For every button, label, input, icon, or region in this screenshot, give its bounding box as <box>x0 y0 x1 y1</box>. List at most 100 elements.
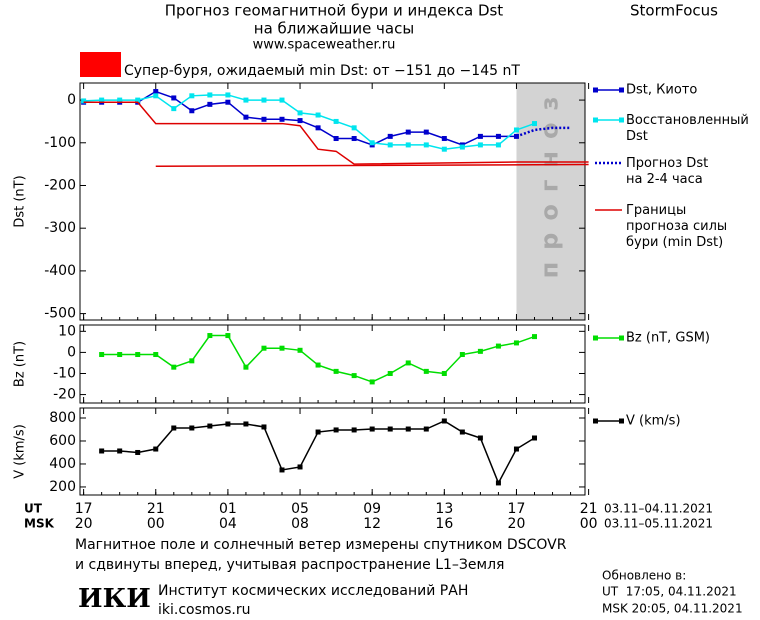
updated-ut: UT 17:05, 04.11.2021 <box>602 585 737 599</box>
y-tick-label: 600 <box>49 433 76 449</box>
marker <box>207 423 213 429</box>
brand: StormFocus <box>630 2 718 20</box>
marker <box>135 449 141 455</box>
y-tick-label: -100 <box>44 135 76 151</box>
y-axis-label: Bz (nT) <box>13 341 28 387</box>
marker <box>513 446 519 452</box>
y-tick-label: 10 <box>58 323 76 339</box>
marker <box>513 340 519 346</box>
marker <box>532 435 537 441</box>
legend-label: Dst, Киото <box>626 83 697 98</box>
marker <box>99 352 105 358</box>
legend-marker <box>593 87 598 93</box>
legend-label: Границы прогноза силы бури (min Dst) <box>626 203 727 250</box>
marker <box>351 427 357 433</box>
legend-marker <box>619 418 624 424</box>
x-axis-label: UT <box>24 502 43 516</box>
marker <box>459 429 465 435</box>
marker <box>279 345 285 351</box>
legend-marker <box>593 418 598 424</box>
marker <box>243 114 249 120</box>
x-axis-label: MSK <box>24 517 55 531</box>
plot-frame <box>79 324 586 404</box>
marker <box>351 373 357 379</box>
x-tick-label-msk: 12 <box>363 516 381 532</box>
marker <box>423 368 429 374</box>
marker <box>405 129 411 135</box>
marker <box>387 370 393 376</box>
marker <box>297 118 303 124</box>
marker <box>495 142 501 148</box>
x-tick-label: 05 <box>291 501 309 517</box>
marker <box>153 93 159 99</box>
marker <box>369 140 375 146</box>
storm-swatch <box>80 52 121 77</box>
marker <box>369 426 375 432</box>
marker <box>441 146 447 152</box>
marker <box>189 93 195 99</box>
marker <box>351 136 357 142</box>
marker <box>477 435 483 441</box>
marker <box>477 142 483 148</box>
marker <box>387 133 393 139</box>
y-tick-label: -200 <box>44 177 76 193</box>
marker <box>495 480 501 486</box>
marker <box>279 97 285 103</box>
marker <box>477 133 483 139</box>
title: Прогноз геомагнитной бури и индекса Dst <box>165 2 504 20</box>
x-tick-label: 01 <box>219 501 237 517</box>
marker <box>135 97 141 103</box>
marker <box>261 97 267 103</box>
institute: Институт космических исследований РАН <box>158 583 468 599</box>
marker <box>387 426 393 432</box>
marker <box>351 125 357 131</box>
marker <box>171 425 177 431</box>
legend-label: Bz (nT, GSM) <box>626 331 710 346</box>
marker <box>99 448 105 454</box>
marker <box>117 97 123 103</box>
footer-note: и сдвинуты вперед, учитывая распростране… <box>75 557 504 573</box>
marker <box>369 379 375 385</box>
marker <box>189 358 195 364</box>
marker <box>261 345 267 351</box>
x-tick-label-msk: 00 <box>147 516 165 532</box>
marker <box>297 347 303 353</box>
marker <box>261 424 267 430</box>
x-tick-label: 17 <box>508 501 526 517</box>
y-tick-label: 400 <box>49 456 76 472</box>
marker <box>189 425 195 431</box>
marker <box>477 348 483 354</box>
marker <box>405 360 411 366</box>
x-tick-label-msk: 04 <box>219 516 237 532</box>
date-range: 03.11–04.11.2021 <box>604 502 713 516</box>
marker <box>333 118 339 124</box>
institute-site: iki.cosmos.ru <box>158 602 250 618</box>
marker <box>387 142 393 148</box>
footer-note: Магнитное поле и солнечный ветер измерен… <box>75 537 567 553</box>
marker <box>243 97 249 103</box>
marker <box>171 364 177 370</box>
marker <box>315 112 321 118</box>
marker <box>513 127 519 133</box>
forecast-label: прогноз <box>536 85 564 279</box>
x-tick-label-msk: 20 <box>75 516 93 532</box>
x-tick-label-msk: 20 <box>508 516 526 532</box>
legend-marker <box>619 335 624 341</box>
legend-marker <box>619 117 624 123</box>
plot-frame <box>79 407 586 496</box>
plot-frame <box>79 82 586 321</box>
x-tick-label: 21 <box>580 501 598 517</box>
marker <box>423 129 429 135</box>
x-tick-label: 21 <box>147 501 165 517</box>
series-line <box>83 101 589 165</box>
marker <box>459 144 465 150</box>
y-tick-label: -300 <box>44 220 76 236</box>
marker <box>153 89 159 95</box>
marker <box>459 352 465 358</box>
marker <box>405 426 411 432</box>
series-line <box>155 163 589 168</box>
marker <box>495 133 501 139</box>
logo: ИКИ <box>78 584 151 614</box>
x-tick-label-msk: 16 <box>435 516 453 532</box>
forecast-band <box>516 83 585 320</box>
